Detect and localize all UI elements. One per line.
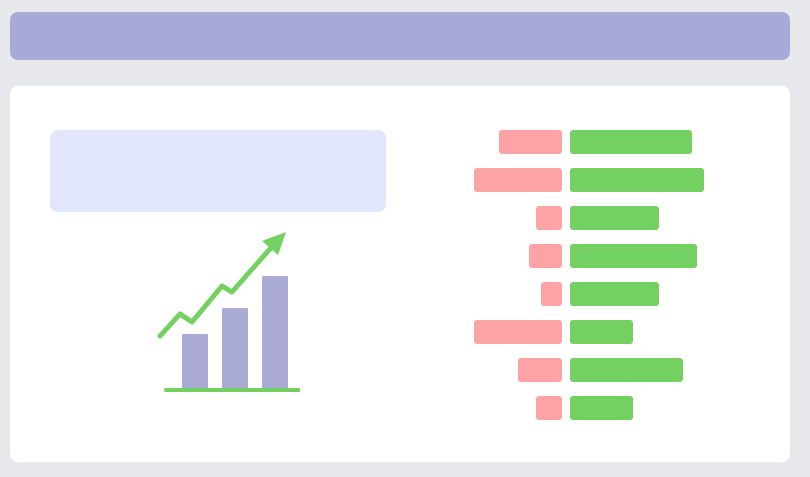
negative-bar-5	[541, 282, 562, 306]
negative-bar-4	[529, 244, 562, 268]
growth-icon-bar-1	[182, 334, 208, 390]
negative-bar-3	[536, 206, 562, 230]
negative-bar-1	[499, 130, 562, 154]
negative-bar-2	[474, 168, 562, 192]
growth-icon-bar-2	[222, 308, 248, 390]
growth-icon-trend-line	[157, 239, 279, 339]
growth-icon-bar-3	[262, 276, 288, 390]
bar-chart-growth-icon	[157, 232, 300, 392]
positive-bar-7	[570, 358, 683, 382]
content-card	[10, 86, 790, 462]
growth-icon-arrowhead	[262, 232, 286, 255]
diverging-bar-chart	[474, 130, 704, 420]
positive-bar-8	[570, 396, 633, 420]
positive-bar-1	[570, 130, 692, 154]
negative-bar-7	[518, 358, 562, 382]
positive-bar-2	[570, 168, 704, 192]
positive-bar-5	[570, 282, 659, 306]
positive-bar-6	[570, 320, 633, 344]
placeholder-box	[50, 130, 386, 212]
positive-bar-4	[570, 244, 697, 268]
negative-bar-6	[474, 320, 562, 344]
negative-bar-8	[536, 396, 562, 420]
header-bar	[10, 12, 790, 60]
positive-bar-3	[570, 206, 659, 230]
